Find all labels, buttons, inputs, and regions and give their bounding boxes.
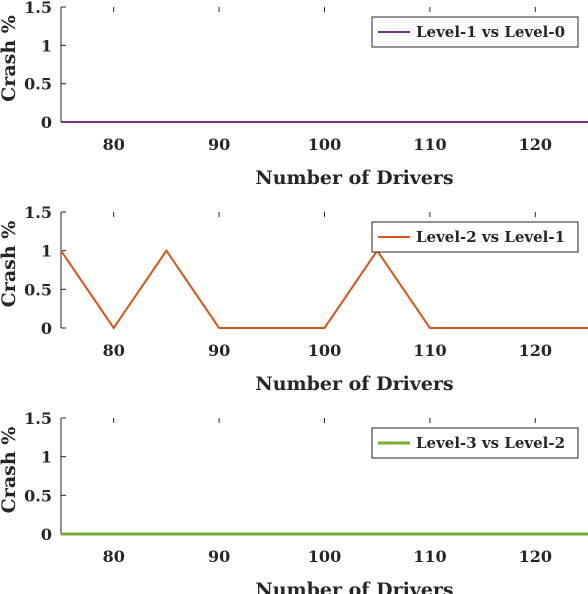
x-tick-label: 100 — [308, 135, 341, 154]
legend-label: Level-2 vs Level-1 — [416, 228, 565, 246]
y-axis-label: Crash % — [0, 427, 20, 514]
y-axis-label: Crash % — [0, 15, 20, 102]
y-tick-label: 1.5 — [24, 203, 52, 222]
legend-label: Level-1 vs Level-0 — [416, 23, 565, 41]
x-tick-label: 100 — [308, 547, 341, 566]
y-tick-label: 1 — [41, 36, 52, 55]
chart-panel-1: 0 0.5 1 1.5 80 90 100 110 120 Number of Drivers Cr… — [0, 0, 588, 189]
x-tick-label: 80 — [103, 341, 125, 360]
y-tick-label: 1 — [41, 242, 52, 261]
chart-panel-3: 0 0.5 1 1.5 80 90 100 110 120 Number of Drivers Cr… — [0, 409, 588, 594]
legend-label: Level-3 vs Level-2 — [416, 434, 565, 452]
x-tick-label: 90 — [208, 547, 230, 566]
x-tick-label: 120 — [519, 135, 552, 154]
x-tick-label: 90 — [208, 341, 230, 360]
y-tick-label: 0 — [41, 525, 52, 544]
y-tick-label: 0 — [41, 113, 52, 132]
y-tick-label: 0.5 — [24, 280, 52, 299]
x-axis-label: Number of Drivers — [255, 579, 453, 594]
x-tick-label: 110 — [413, 547, 446, 566]
x-tick-label: 110 — [413, 135, 446, 154]
x-tick-label: 80 — [103, 135, 125, 154]
x-tick-label: 100 — [308, 341, 341, 360]
y-axis-label: Crash % — [0, 221, 20, 308]
y-tick-label: 1.5 — [24, 0, 52, 17]
x-axis-label: Number of Drivers — [255, 167, 453, 189]
y-tick-label: 0 — [41, 319, 52, 338]
y-tick-label: 0.5 — [24, 75, 52, 94]
x-tick-label: 120 — [519, 547, 552, 566]
y-tick-label: 1.5 — [24, 409, 52, 428]
y-tick-label: 1 — [41, 448, 52, 467]
chart-panel-2: 0 0.5 1 1.5 80 90 100 110 120 Number of Drivers Cr… — [0, 203, 588, 395]
x-tick-label: 80 — [103, 547, 125, 566]
x-tick-label: 120 — [519, 341, 552, 360]
y-tick-label: 0.5 — [24, 486, 52, 505]
x-tick-label: 110 — [413, 341, 446, 360]
x-axis-label: Number of Drivers — [255, 373, 453, 395]
x-tick-label: 90 — [208, 135, 230, 154]
series-line — [60, 248, 588, 330]
